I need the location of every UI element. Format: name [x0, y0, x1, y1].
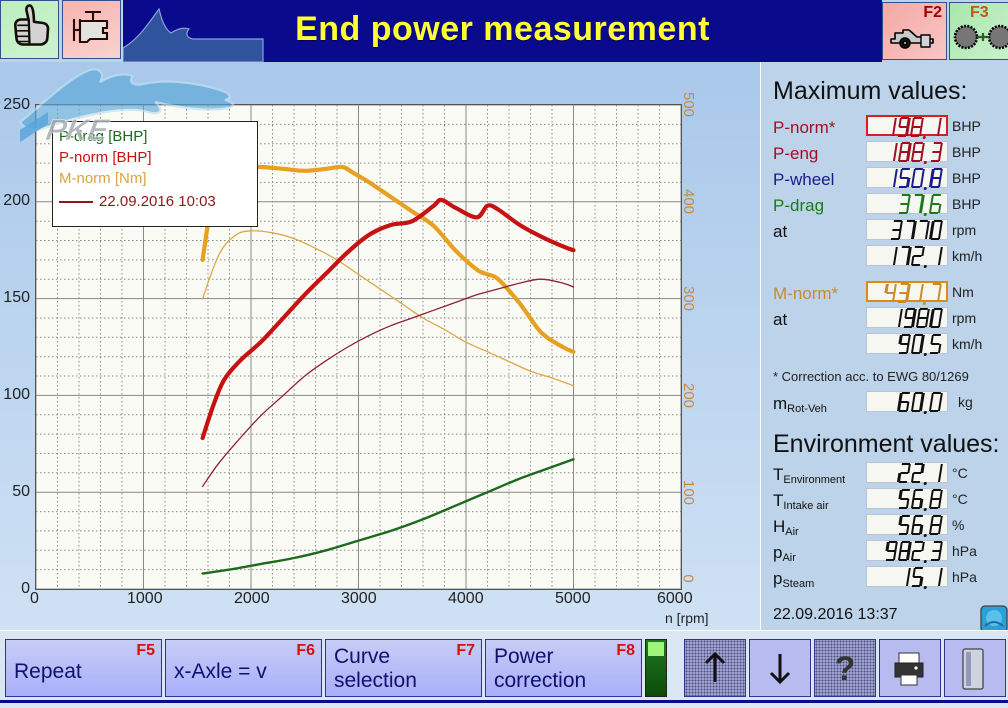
svg-text:PKE: PKE	[43, 114, 111, 147]
